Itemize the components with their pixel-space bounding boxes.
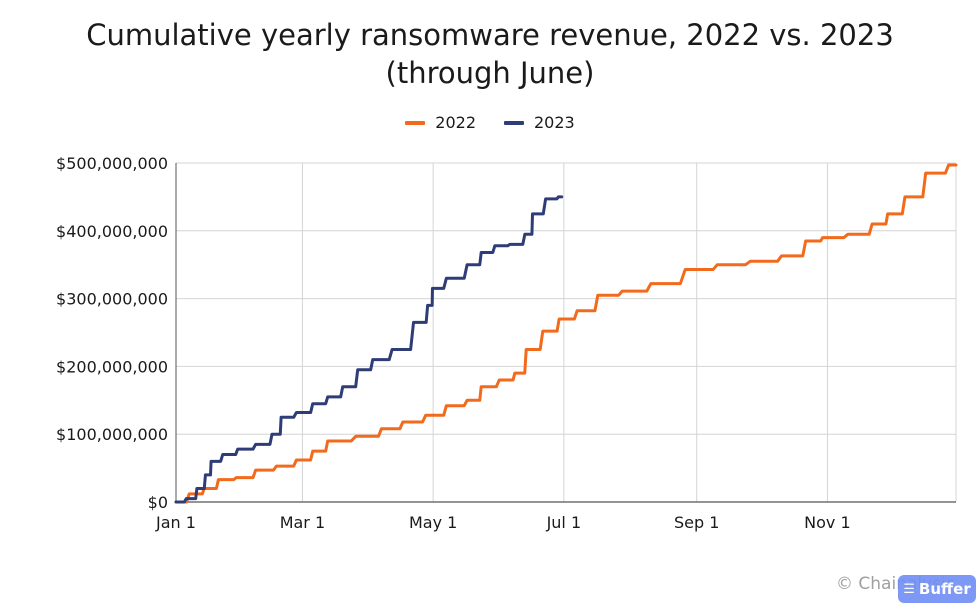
legend-label-2022: 2022 bbox=[435, 113, 476, 132]
x-tick-label: Sep 1 bbox=[674, 513, 719, 532]
legend-swatch-2023 bbox=[504, 120, 524, 125]
stack-icon: ☰ bbox=[903, 581, 915, 597]
y-tick-label: $400,000,000 bbox=[56, 222, 168, 241]
y-tick-label: $100,000,000 bbox=[56, 425, 168, 444]
buffer-label: Buffer bbox=[918, 580, 971, 598]
y-tick-label: $500,000,000 bbox=[56, 154, 168, 173]
y-tick-label: $0 bbox=[148, 493, 168, 512]
chart-title: Cumulative yearly ransomware revenue, 20… bbox=[86, 18, 894, 90]
legend-swatch-2022 bbox=[405, 120, 426, 125]
x-tick-label: Jan 1 bbox=[155, 513, 196, 532]
series-line-2023 bbox=[174, 195, 564, 504]
buffer-button[interactable]: ☰ Buffer bbox=[898, 575, 976, 603]
x-tick-label: Nov 1 bbox=[804, 513, 851, 532]
legend-item-2023[interactable]: 2023 bbox=[504, 113, 575, 132]
legend-item-2022[interactable]: 2022 bbox=[405, 113, 476, 132]
y-tick-label: $200,000,000 bbox=[56, 357, 168, 376]
x-tick-label: Mar 1 bbox=[280, 513, 325, 532]
y-tick-label: $300,000,000 bbox=[56, 290, 168, 309]
legend: 2022 2023 bbox=[0, 113, 980, 132]
series-line-2022 bbox=[174, 163, 958, 504]
legend-label-2023: 2023 bbox=[534, 113, 575, 132]
x-tick-label: Jul 1 bbox=[546, 513, 582, 532]
x-tick-label: May 1 bbox=[409, 513, 457, 532]
